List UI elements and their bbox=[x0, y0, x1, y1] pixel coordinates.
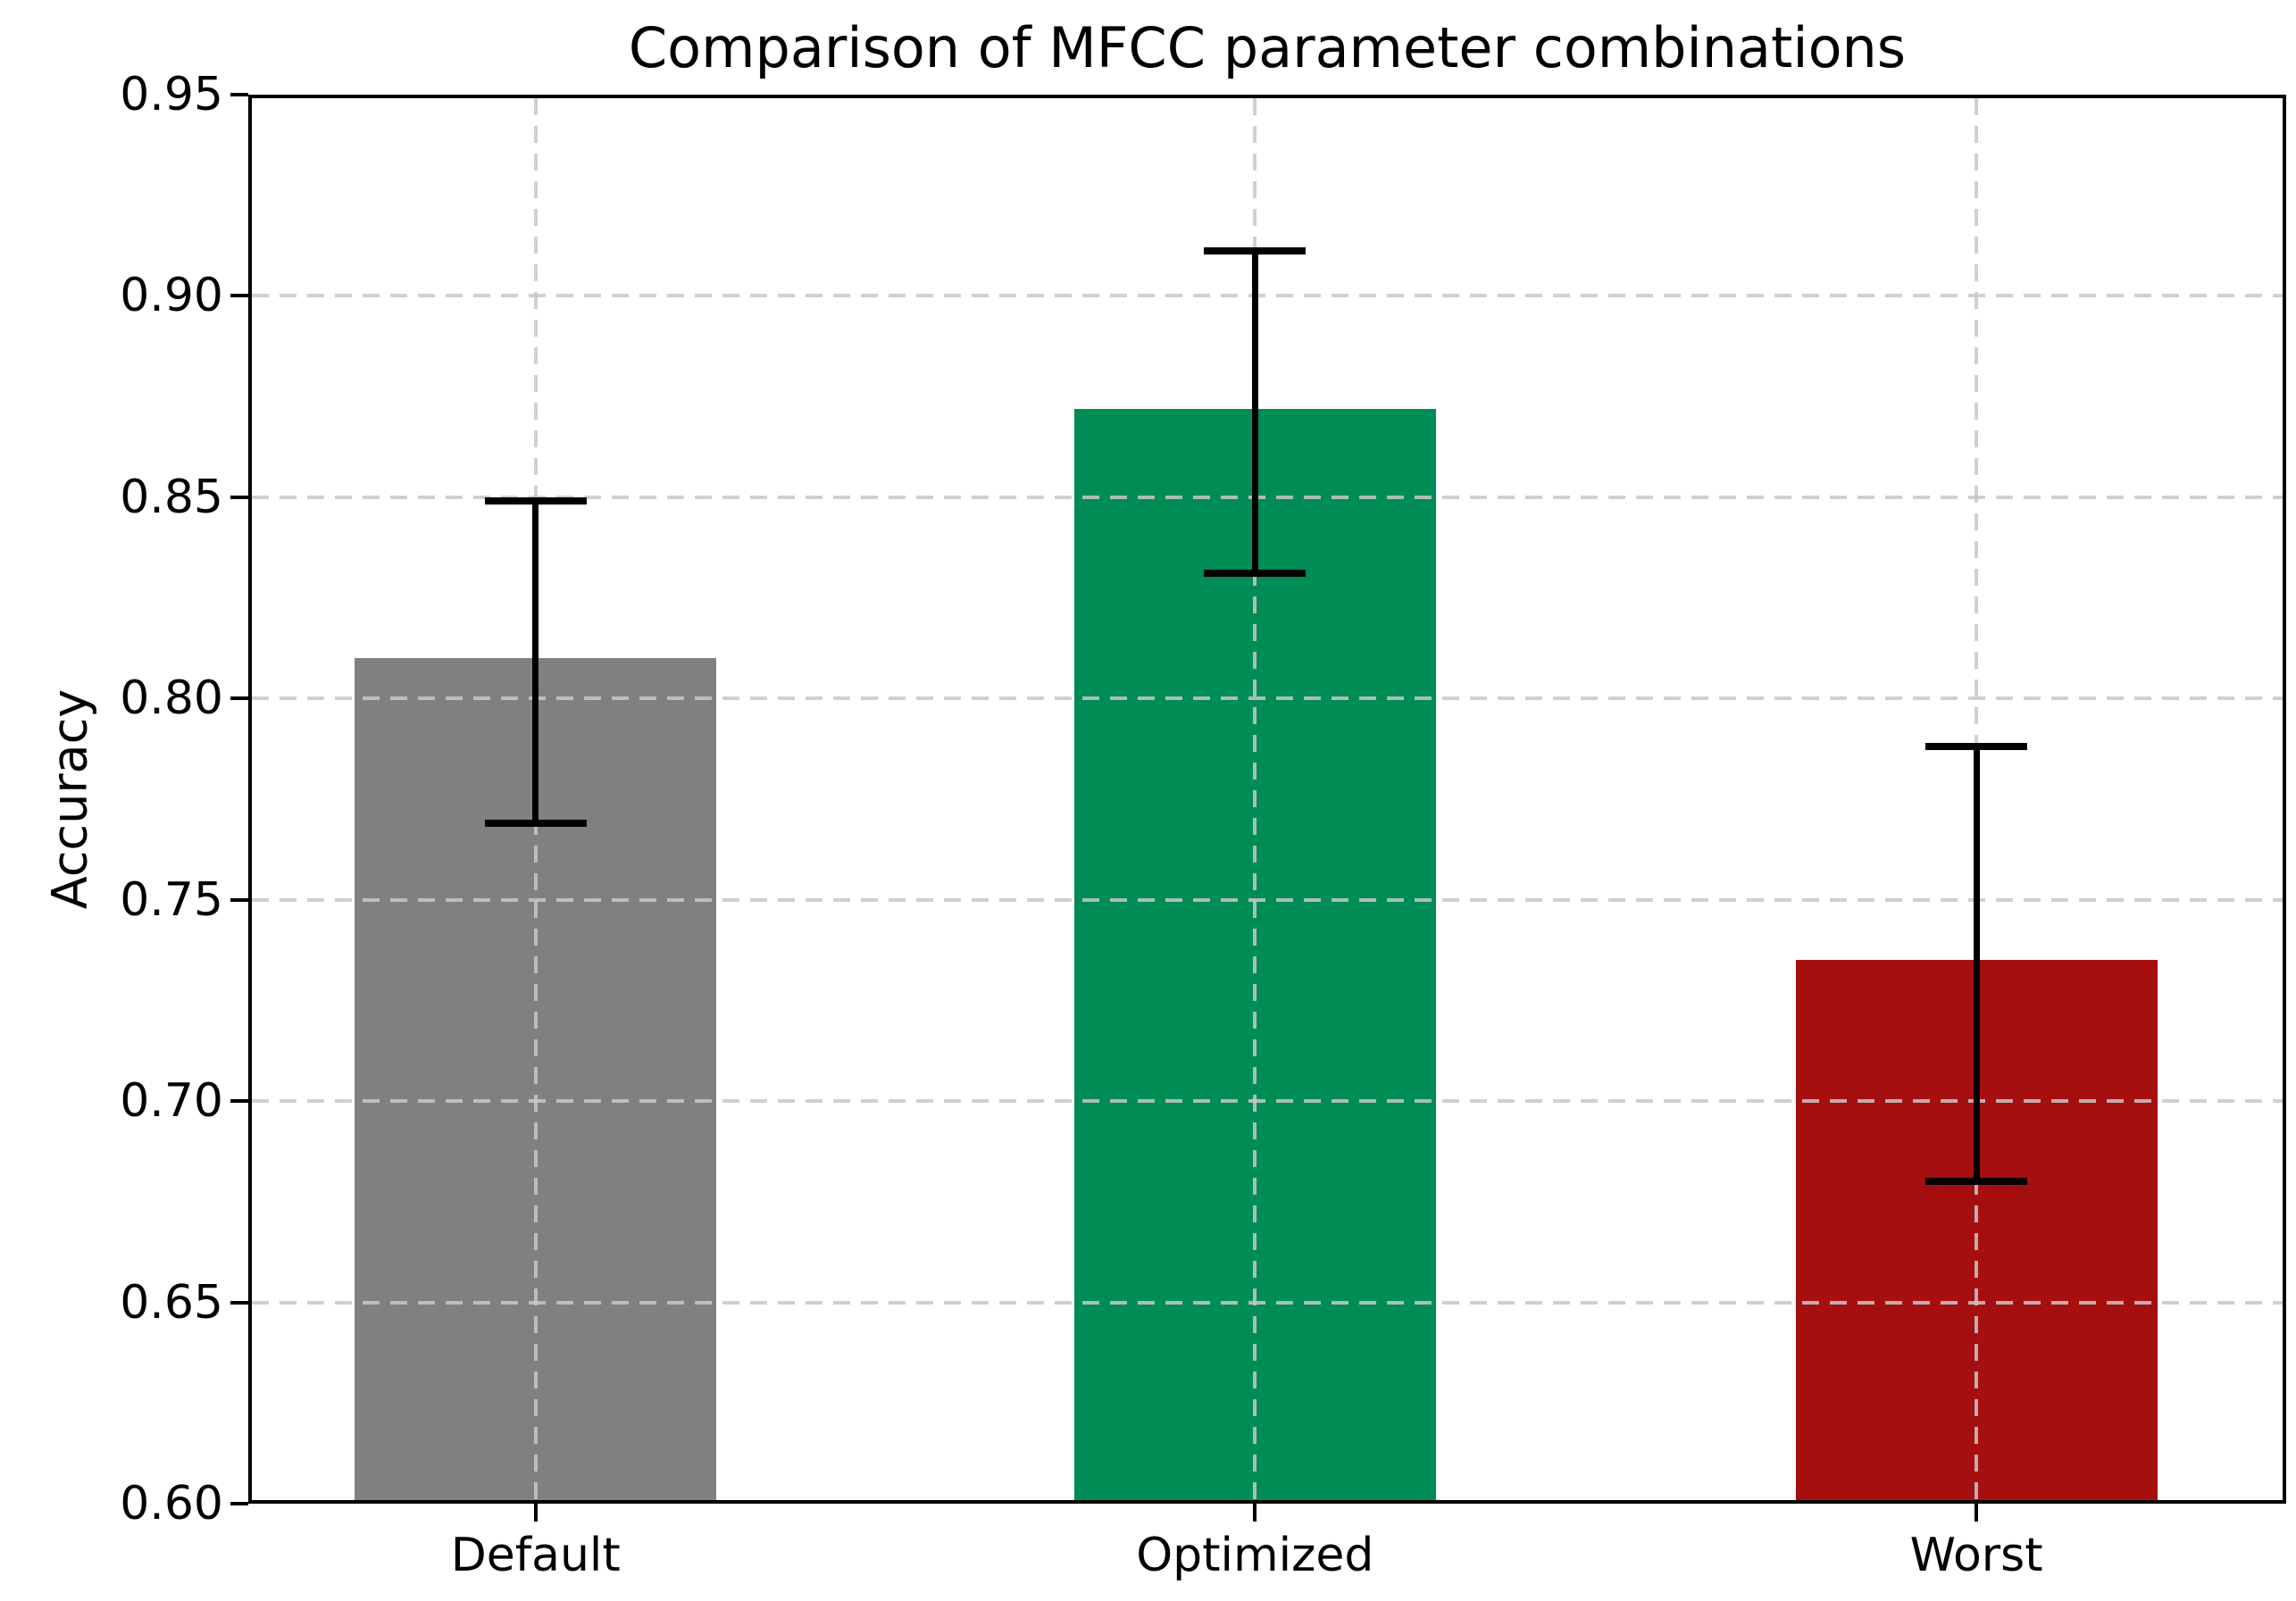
x-tick bbox=[1253, 1504, 1257, 1522]
error-bar-cap-lower-worst bbox=[1925, 1177, 2028, 1185]
h-gridline bbox=[252, 294, 2283, 298]
h-gridline bbox=[252, 1300, 2283, 1305]
h-gridline bbox=[252, 1099, 2283, 1104]
h-gridline bbox=[252, 897, 2283, 902]
x-tick-label-default: Default bbox=[450, 1529, 621, 1582]
y-tick bbox=[230, 294, 248, 298]
y-tick bbox=[230, 1502, 248, 1505]
h-gridline bbox=[252, 696, 2283, 701]
x-tick-label-optimized: Optimized bbox=[1136, 1529, 1374, 1582]
x-tick-label-worst: Worst bbox=[1909, 1529, 2043, 1582]
y-tick bbox=[230, 93, 248, 96]
error-bar-cap-upper-optimized bbox=[1204, 247, 1307, 255]
x-tick bbox=[1975, 1504, 1979, 1522]
y-tick-label: 0.65 bbox=[120, 1275, 223, 1330]
y-tick-label: 0.80 bbox=[120, 671, 223, 726]
error-bar-cap-lower-default bbox=[484, 819, 587, 827]
y-tick bbox=[230, 696, 248, 701]
y-tick-label: 0.95 bbox=[120, 68, 223, 121]
y-tick bbox=[230, 897, 248, 902]
error-bar-cap-lower-optimized bbox=[1204, 570, 1307, 577]
y-tick-label: 0.85 bbox=[120, 470, 223, 524]
y-tick-label: 0.90 bbox=[120, 269, 223, 323]
y-tick bbox=[230, 1099, 248, 1104]
error-bar-line-default bbox=[532, 500, 539, 823]
error-bar-line-optimized bbox=[1251, 251, 1258, 573]
y-tick-label: 0.60 bbox=[120, 1477, 223, 1530]
error-bar-cap-upper-default bbox=[484, 496, 587, 504]
y-tick-label: 0.75 bbox=[120, 872, 223, 927]
error-bar-cap-upper-worst bbox=[1925, 742, 2028, 750]
chart-title: Comparison of MFCC parameter combination… bbox=[628, 15, 1907, 80]
y-tick-label: 0.70 bbox=[120, 1074, 223, 1129]
x-tick bbox=[533, 1504, 538, 1522]
h-gridline bbox=[252, 495, 2283, 499]
y-tick bbox=[230, 1300, 248, 1305]
y-tick bbox=[230, 495, 248, 499]
error-bar-line-worst bbox=[1973, 746, 1980, 1181]
v-gridline bbox=[1253, 98, 1257, 1500]
plot-area bbox=[248, 95, 2286, 1504]
